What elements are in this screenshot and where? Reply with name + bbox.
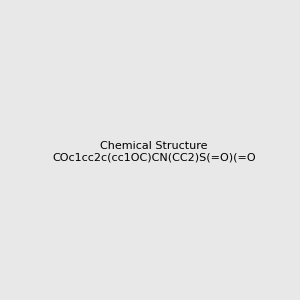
Text: Chemical Structure
COc1cc2c(cc1OC)CN(CC2)S(=O)(=O: Chemical Structure COc1cc2c(cc1OC)CN(CC2… (52, 141, 256, 162)
